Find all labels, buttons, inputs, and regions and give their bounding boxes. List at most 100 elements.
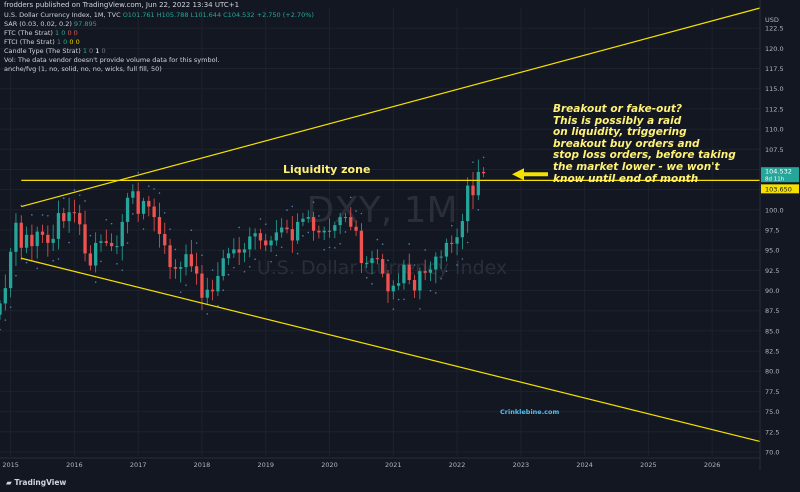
sar-dot (477, 209, 480, 211)
x-tick-label-5: 2020 (321, 461, 338, 469)
candle-body (317, 230, 321, 233)
liquidity-zone-label: Liquidity zone (283, 163, 371, 176)
x-tick-label-7: 2022 (449, 461, 466, 469)
sar-dot (0, 328, 1, 331)
ftci-indicator[interactable]: FTCI (The Strat) 1 0 0 0 (4, 38, 80, 47)
candle-body (104, 241, 108, 243)
sar-dot (482, 156, 485, 159)
sar-dot (9, 306, 12, 308)
candle-body (423, 271, 427, 273)
candle-body (444, 242, 449, 257)
candle-body (428, 269, 433, 273)
tradingview-logo[interactable]: ▰ TradingView (6, 478, 66, 487)
watermark-symbol: DXY, 1M (306, 190, 457, 231)
candle-body (295, 221, 300, 241)
candle-body (189, 254, 193, 267)
y-tick-label-16: 110.0 (765, 126, 784, 134)
y-tick-label-7: 87.5 (765, 307, 779, 315)
candle-type-value-4: 0 (101, 47, 106, 55)
publisher-line: frodders published on TradingView.com, J… (4, 1, 240, 9)
sar-dot (169, 228, 171, 230)
candle-body (338, 217, 342, 226)
last-price-label: 104.532 (765, 168, 792, 176)
sar-dot (328, 246, 331, 249)
sar-dot (116, 262, 118, 265)
ftci-value-3: 0 (69, 38, 74, 46)
sar-dot (435, 292, 437, 294)
candle-body (163, 234, 167, 246)
candle-body (221, 258, 225, 276)
candle-body (125, 197, 130, 222)
candle-body (455, 237, 459, 244)
candle-body (62, 213, 66, 222)
candle-body (200, 273, 204, 298)
y-tick-label-4: 80.0 (765, 368, 779, 376)
candle-body (24, 234, 29, 248)
candle-body (152, 206, 156, 218)
sar-dot (450, 224, 453, 227)
sar-dot (137, 171, 139, 174)
sar-dot (47, 215, 49, 217)
sar-dot (472, 161, 474, 163)
candle-body (333, 225, 337, 231)
candle-body (460, 221, 465, 238)
note-line-3: on liquidity, triggering (553, 126, 687, 139)
candle-body (194, 266, 199, 274)
sar-dot (73, 189, 76, 191)
y-tick-label-5: 82.5 (765, 348, 779, 356)
price-axis[interactable]: 70.0 72.5 75.0 77.5 80.0 82.5 85.0 87.5 90.0 92.5… (759, 0, 800, 470)
sar-dot (419, 308, 421, 310)
candle-body (30, 234, 34, 247)
sar-dot (179, 291, 182, 294)
candle-body (8, 251, 13, 289)
candle-body (258, 233, 263, 241)
y-tick-label-17: 112.5 (765, 105, 784, 113)
y-tick-label-15: 107.5 (765, 146, 784, 154)
x-tick-label-1: 2016 (66, 461, 83, 469)
fvg-indicator[interactable]: anche/fvg (1, no, solid, no, no, wicks, … (4, 65, 162, 73)
currency-label: USD (765, 16, 779, 24)
candle-body (205, 289, 209, 298)
note-line-4: breakout buy orders and (553, 137, 700, 150)
candle-type-indicator[interactable]: Candle Type (The Strat) 1 0 1 0 (4, 47, 106, 56)
grid-lines (0, 8, 760, 456)
ftc-indicator[interactable]: FTC (The Strat) 1 0 0 0 (4, 29, 78, 38)
trendlines[interactable] (21, 7, 761, 443)
candle-body (136, 191, 140, 214)
y-tick-label-6: 85.0 (765, 327, 779, 335)
sar-dot (100, 260, 102, 263)
candle-body (35, 231, 39, 247)
y-tick-label-18: 115.0 (765, 85, 784, 93)
symbol-line[interactable]: U.S. Dollar Currency Index, 1M, TVC O101… (4, 11, 314, 20)
ftc-value-1: 1 (55, 29, 60, 37)
y-tick-label-10: 95.0 (765, 247, 779, 255)
sar-dot (259, 218, 262, 220)
sar-dot (461, 258, 464, 260)
sar-dot (456, 264, 458, 266)
candle-body (370, 258, 374, 264)
candle-body (450, 242, 454, 244)
price-axis-background (760, 0, 800, 470)
sar-indicator[interactable]: SAR (0.03, 0.02, 0.2) 97.895 (4, 20, 97, 29)
candle-body (168, 245, 172, 268)
sar-dot (227, 273, 230, 276)
candle-body (19, 222, 23, 248)
candle-body (322, 230, 326, 233)
candle-body (237, 249, 241, 253)
sar-dot (206, 313, 209, 315)
sar-dot (89, 234, 92, 237)
sar-dot (84, 200, 86, 202)
y-tick-label-12: 100.0 (765, 206, 784, 214)
tv-logo-text: TradingView (14, 478, 67, 487)
time-axis[interactable]: 2015 2016 2017 2018 2019 2020 2021 2022 2023 2024… (0, 457, 760, 469)
y-tick-label-21: 122.5 (765, 25, 784, 33)
sar-dot (15, 274, 17, 277)
sar-dot (163, 212, 166, 214)
candle-body (99, 241, 103, 243)
sar-dots (0, 156, 485, 331)
candle-body (280, 227, 284, 233)
candle-body (391, 285, 395, 292)
candle-body (141, 200, 146, 214)
